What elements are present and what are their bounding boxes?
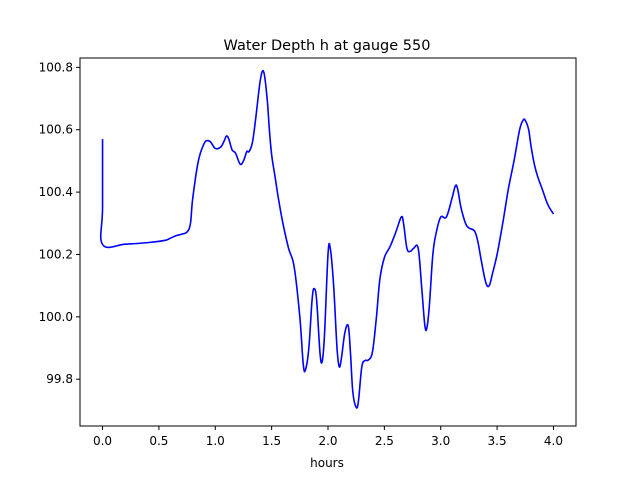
x-tick-label: 3.0 [431,434,450,448]
series-layer [99,69,555,409]
x-axis-label: hours [310,456,344,470]
x-tick-label: 1.0 [206,434,225,448]
y-axis-ticks: 99.8 100.0 100.2 100.4 100.6 100.8 [39,60,80,386]
series-line-0 [99,69,555,409]
y-tick-label: 100.2 [39,247,73,261]
x-axis-ticks: 0.0 0.5 1.0 1.5 2.0 2.5 3.0 3.5 4.0 [93,426,563,448]
x-tick-label: 2.0 [318,434,337,448]
x-tick-label: 3.5 [488,434,507,448]
x-tick-label: 2.5 [375,434,394,448]
x-tick-label: 0.5 [149,434,168,448]
y-tick-label: 100.0 [39,310,73,324]
y-tick-label: 99.8 [46,372,73,386]
y-tick-label: 100.6 [39,123,73,137]
chart-title: Water Depth h at gauge 550 [224,38,431,54]
x-tick-label: 4.0 [544,434,563,448]
x-tick-label: 0.0 [93,434,112,448]
y-tick-label: 100.4 [39,185,73,199]
x-tick-label: 1.5 [262,434,281,448]
plot-area [80,58,576,426]
y-tick-label: 100.8 [39,60,73,74]
